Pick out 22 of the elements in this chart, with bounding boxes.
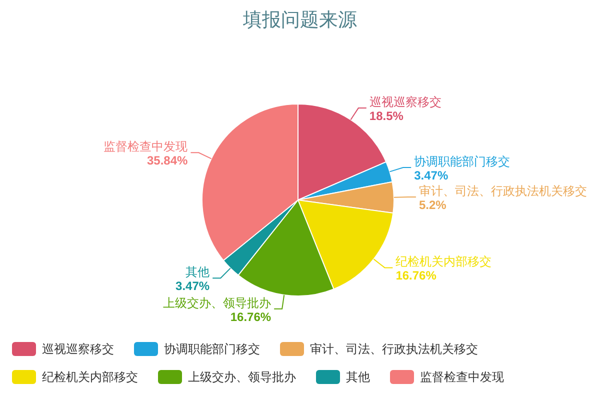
data-label: 3.47% <box>414 168 448 183</box>
data-label: 16.76% <box>396 268 437 283</box>
data-label: 5.2% <box>418 198 447 212</box>
legend-label: 协调职能部门移交 <box>164 342 260 356</box>
legend-label: 纪检机关内部移交 <box>42 370 138 384</box>
legend-label: 上级交办、领导批办 <box>188 370 296 384</box>
legend-label: 监督检查中发现 <box>420 370 504 384</box>
legend-label: 其他 <box>346 370 370 384</box>
slice-label: 监督检查中发现 <box>104 140 188 154</box>
legend-label: 巡视巡察移交 <box>42 342 114 356</box>
data-label: 18.5% <box>369 109 404 124</box>
slice-label: 审计、司法、行政执法机关移交 <box>418 184 587 198</box>
chart-title: 填报问题来源 <box>242 10 357 31</box>
slice-label: 纪检机关内部移交 <box>396 254 492 269</box>
slice-label: 协调职能部门移交 <box>414 154 510 169</box>
slice-label: 其他 <box>186 265 210 280</box>
slice-label: 上级交办、领导批办 <box>163 296 272 310</box>
slice-label: 巡视巡察移交 <box>369 95 442 110</box>
data-label: 16.76% <box>230 310 272 324</box>
data-label: 3.47% <box>176 279 210 294</box>
legend-label: 审计、司法、行政执法机关移交 <box>310 342 478 356</box>
data-label: 35.84% <box>147 154 188 168</box>
